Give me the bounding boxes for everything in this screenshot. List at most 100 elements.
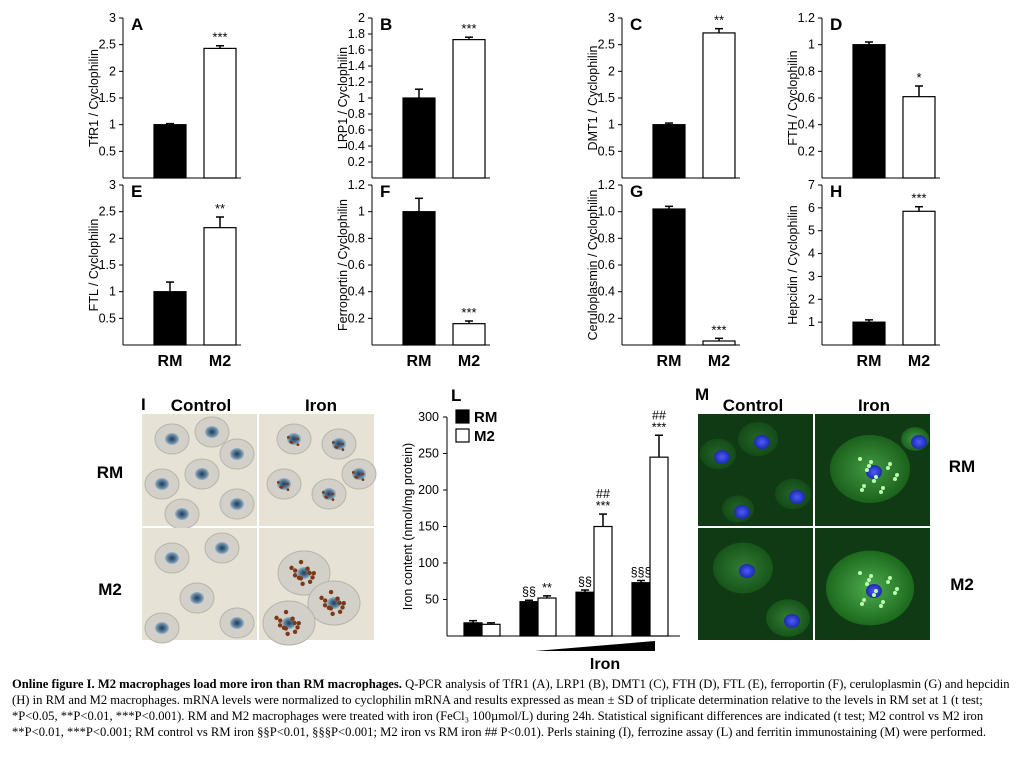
ferritin-granule bbox=[886, 580, 890, 584]
column-label-iron: Iron bbox=[858, 396, 890, 415]
cell-nucleus bbox=[175, 508, 189, 520]
ferritin-granule bbox=[879, 604, 883, 608]
ferritin-granule bbox=[867, 578, 871, 582]
cell-nucleus bbox=[911, 435, 927, 449]
category-label: M2 bbox=[209, 353, 231, 370]
bar-panel-d: 0.2 0.4 0.6 0.8 1 1.2 D FTH / Cyclophilin * bbox=[786, 11, 940, 179]
iron-deposit bbox=[341, 442, 344, 446]
bar-m2 bbox=[481, 623, 501, 637]
iron-gradient-wedge bbox=[535, 641, 655, 651]
iron-deposit bbox=[307, 579, 313, 584]
panel-letter: E bbox=[131, 182, 142, 201]
iron-deposit bbox=[295, 625, 300, 630]
y-tick-label: 300 bbox=[418, 410, 439, 424]
bar-rm bbox=[575, 591, 595, 637]
y-tick-label: 2 bbox=[358, 11, 365, 25]
row-label-m2: M2 bbox=[950, 575, 974, 594]
y-tick-label: 0.2 bbox=[798, 144, 815, 158]
y-tick-label: 1.5 bbox=[99, 258, 116, 272]
panel-letter: A bbox=[131, 15, 143, 34]
iron-deposit bbox=[292, 620, 297, 626]
significance-label: §§ bbox=[522, 585, 536, 599]
y-tick-label: 1 bbox=[109, 118, 116, 132]
iron-deposit bbox=[293, 568, 298, 573]
fluorescence-tile bbox=[698, 528, 813, 640]
iron-deposit bbox=[292, 573, 298, 578]
cell-nucleus bbox=[165, 433, 179, 445]
panel-letter: H bbox=[830, 182, 842, 201]
y-tick-label: 1 bbox=[608, 118, 615, 132]
panel-letter: D bbox=[830, 15, 842, 34]
category-label: RM bbox=[407, 353, 432, 370]
ferritin-immunostaining-panel: M Control Iron RM M2 bbox=[695, 385, 975, 640]
y-axis-label: LRP1 / Cyclophilin bbox=[336, 47, 350, 149]
column-label-control: Control bbox=[171, 396, 231, 415]
y-tick-label: 0.6 bbox=[348, 258, 365, 272]
iron-deposit bbox=[319, 595, 324, 601]
iron-deposit bbox=[286, 488, 290, 492]
bar-rm bbox=[519, 601, 539, 637]
iron-deposit bbox=[296, 575, 302, 580]
bar-panel-c: 0.5 1 1.5 2 2.5 3 C DMT1 / Cyclophilin ** bbox=[586, 11, 740, 179]
ferritin-granule bbox=[893, 477, 897, 481]
ferritin-granule bbox=[893, 591, 897, 595]
ferritin-granule bbox=[865, 582, 869, 586]
iron-deposit bbox=[283, 609, 289, 615]
iron-deposit bbox=[274, 615, 279, 621]
iron-deposit bbox=[285, 631, 290, 637]
y-tick-label: 150 bbox=[418, 520, 439, 534]
cell-nucleus bbox=[165, 552, 179, 564]
iron-deposit bbox=[289, 565, 294, 571]
panel-letter: L bbox=[451, 386, 461, 405]
y-tick-label: 3 bbox=[109, 178, 116, 192]
y-tick-label: 0.6 bbox=[598, 258, 615, 272]
bar-m2 bbox=[203, 227, 237, 346]
y-tick-label: 0.2 bbox=[348, 311, 365, 325]
y-axis-label: Ferroportin / Cyclophilin bbox=[336, 199, 350, 331]
bar-m2 bbox=[593, 525, 613, 637]
iron-deposit bbox=[323, 598, 328, 603]
iron-deposit bbox=[279, 485, 283, 489]
significance-label: ** bbox=[542, 581, 552, 595]
category-label: RM bbox=[158, 353, 183, 370]
y-tick-label: 7 bbox=[808, 178, 815, 192]
iron-deposit bbox=[289, 440, 293, 444]
y-tick-label: 0.8 bbox=[348, 107, 365, 121]
ferritin-granule bbox=[858, 457, 862, 461]
iron-deposit bbox=[298, 559, 304, 565]
y-tick-label: 2.5 bbox=[598, 38, 615, 52]
cell-nucleus bbox=[190, 592, 204, 604]
significance-label: *** bbox=[596, 499, 611, 513]
ferritin-granule bbox=[862, 598, 866, 602]
category-label: M2 bbox=[708, 353, 730, 370]
y-axis-label: Iron content (nmol/mg protein) bbox=[401, 443, 415, 610]
ferritin-granule bbox=[888, 576, 892, 580]
iron-deposit bbox=[330, 611, 335, 617]
y-tick-label: 0.4 bbox=[598, 285, 615, 299]
cell-nucleus bbox=[230, 498, 244, 510]
y-tick-label: 1 bbox=[109, 285, 116, 299]
y-tick-label: 2 bbox=[109, 231, 116, 245]
ferritin-granule bbox=[879, 490, 883, 494]
iron-deposit bbox=[351, 471, 355, 474]
iron-deposit bbox=[335, 596, 340, 601]
iron-deposit bbox=[286, 436, 290, 439]
iron-deposit bbox=[286, 482, 289, 486]
micrograph-tile bbox=[142, 528, 257, 644]
bar-rm bbox=[852, 321, 886, 346]
bar-rm bbox=[402, 97, 436, 179]
category-label: M2 bbox=[908, 353, 930, 370]
significance-label: ** bbox=[714, 13, 724, 28]
bar-panel-h: 1 2 3 4 5 6 7 H Hepcidin / Cyclophilin *** RM M2 bbox=[786, 178, 940, 370]
column-label-control: Control bbox=[723, 396, 783, 415]
y-tick-label: 2 bbox=[109, 64, 116, 78]
y-tick-label: 1 bbox=[808, 315, 815, 329]
iron-deposit bbox=[337, 609, 343, 614]
cell-nucleus bbox=[866, 465, 882, 479]
micrograph-tile bbox=[259, 528, 374, 646]
cell-nucleus bbox=[754, 435, 770, 449]
significance-label: ## bbox=[652, 408, 666, 422]
iron-deposit bbox=[277, 623, 283, 628]
cell-nucleus bbox=[230, 448, 244, 460]
